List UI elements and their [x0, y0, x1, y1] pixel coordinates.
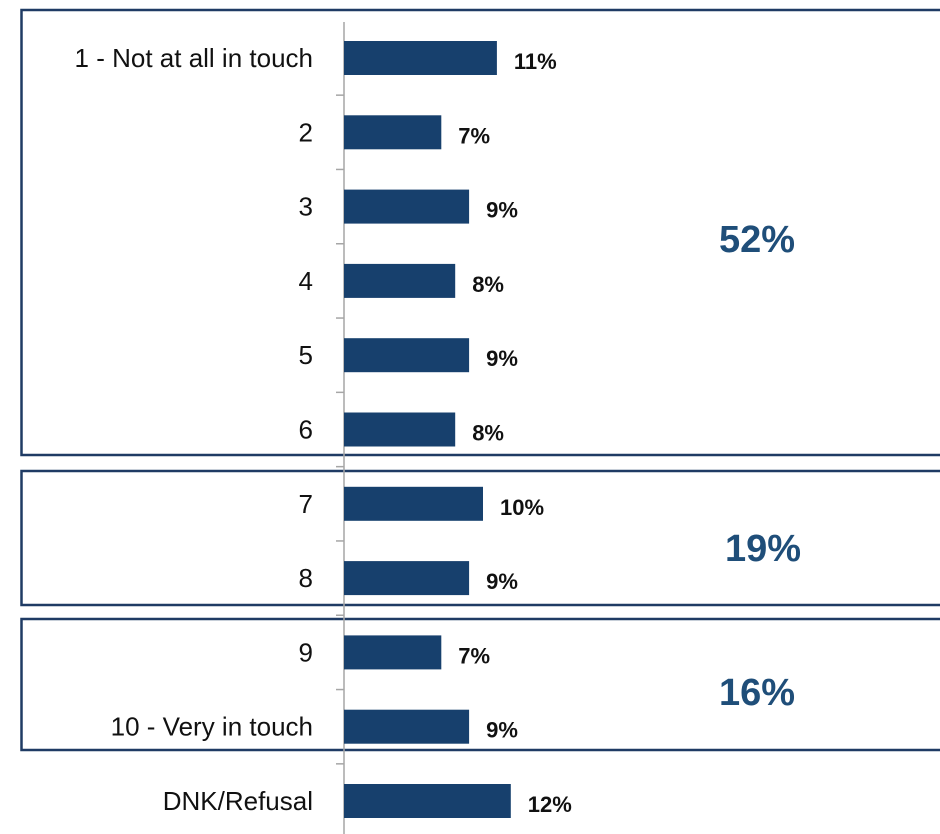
bar: [344, 338, 470, 373]
data-label: 9%: [486, 718, 518, 743]
bar: [344, 561, 470, 596]
bar: [344, 189, 470, 224]
group-box-2: [20, 469, 940, 607]
category-label: 5: [299, 340, 313, 370]
category-label: 10 - Very in touch: [111, 712, 313, 742]
data-label: 8%: [472, 272, 504, 297]
category-label: 8: [299, 563, 313, 593]
data-label: 7%: [458, 643, 490, 668]
data-label: 9%: [486, 569, 518, 594]
category-label: 3: [299, 192, 313, 222]
bar: [344, 784, 511, 818]
category-label: 9: [299, 637, 313, 667]
bar: [344, 412, 456, 447]
bar: [344, 709, 470, 744]
data-label: 12%: [528, 792, 572, 817]
category-label: DNK/Refusal: [163, 786, 313, 816]
group-total-label: 16%: [719, 672, 795, 714]
category-label: 4: [299, 266, 313, 296]
bar: [344, 486, 483, 521]
category-label: 1 - Not at all in touch: [75, 43, 313, 73]
bar: [344, 263, 456, 298]
category-label: 6: [299, 415, 313, 445]
data-label: 7%: [458, 123, 490, 148]
data-label: 10%: [500, 495, 544, 520]
data-label: 11%: [514, 49, 557, 74]
bar: [344, 115, 442, 150]
group-box-3: [20, 617, 940, 752]
category-label: 2: [299, 117, 313, 147]
category-label: 7: [299, 489, 313, 519]
bar: [344, 635, 442, 670]
data-label: 8%: [472, 421, 504, 446]
data-label: 9%: [486, 346, 518, 371]
bar: [344, 41, 497, 75]
data-label: 9%: [486, 198, 518, 223]
group-total-label: 19%: [725, 528, 801, 570]
group-box-1: [20, 8, 940, 457]
group-total-label: 52%: [719, 219, 795, 261]
